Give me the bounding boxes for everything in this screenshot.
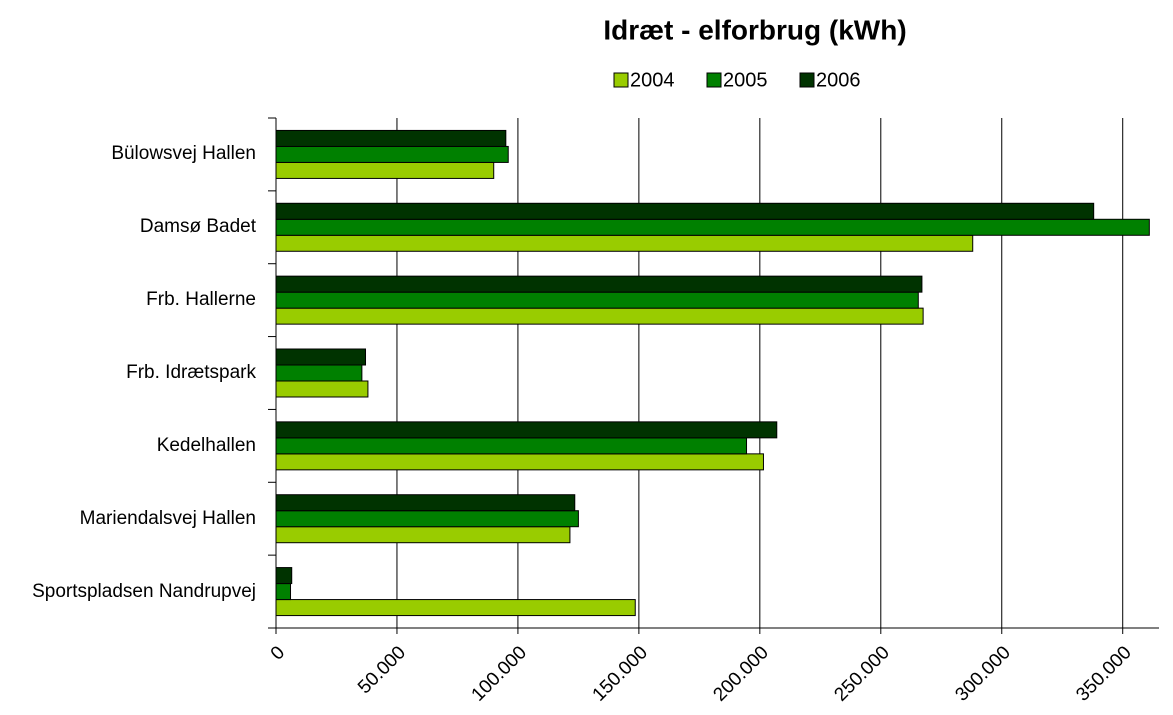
bar <box>275 161 495 179</box>
bar <box>275 275 923 293</box>
bar <box>275 453 764 471</box>
x-tick-label: 350.000 <box>1072 642 1135 705</box>
bar <box>275 526 571 544</box>
x-tick-label: 100.000 <box>468 642 531 705</box>
x-tick-label: 300.000 <box>951 642 1014 705</box>
x-tick-label: 0 <box>267 642 289 664</box>
legend-swatch <box>706 72 722 88</box>
bar <box>275 583 292 601</box>
legend-swatch <box>799 72 815 88</box>
y-tick-label: Bülowsvej Hallen <box>111 143 256 165</box>
bar <box>275 437 748 455</box>
y-tick-label: Frb. Hallerne <box>146 289 256 311</box>
y-tick-label: Sportspladsen Nandrupvej <box>32 580 256 602</box>
y-tick-label: Kedelhallen <box>156 434 256 456</box>
bar <box>275 234 974 252</box>
bar <box>275 218 1150 236</box>
legend-label: 2005 <box>723 69 768 91</box>
x-tick-label: 150.000 <box>589 642 652 705</box>
bar <box>275 145 509 163</box>
legend-label: 2006 <box>816 69 861 91</box>
chart-title: Idræt - elforbrug (kWh) <box>603 14 906 45</box>
y-tick-label: Damsø Badet <box>139 216 256 238</box>
bar <box>275 291 919 309</box>
bar <box>275 307 924 325</box>
x-tick-label: 250.000 <box>830 642 893 705</box>
x-tick-label: 50.000 <box>354 642 410 698</box>
legend-swatch <box>613 72 629 88</box>
y-tick-label: Mariendalsvej Hallen <box>79 507 256 529</box>
bar <box>275 599 636 617</box>
bar <box>275 348 367 366</box>
bar <box>275 202 1095 220</box>
bar <box>275 129 507 147</box>
bar <box>275 494 576 512</box>
bar <box>275 421 778 439</box>
y-tick-label: Frb. Idrætspark <box>126 362 256 383</box>
x-tick-label: 200.000 <box>709 642 772 705</box>
bar <box>275 364 363 382</box>
bar <box>275 510 579 528</box>
legend-label: 2004 <box>630 69 675 91</box>
bar <box>275 380 369 398</box>
bar <box>275 567 293 585</box>
